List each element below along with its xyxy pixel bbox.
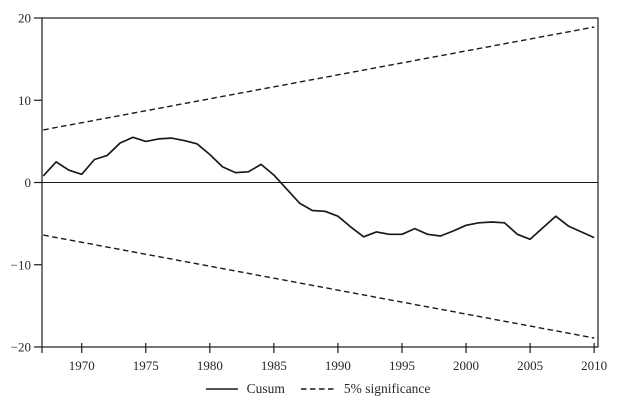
x-axis-tick-label: 1985 <box>261 358 287 373</box>
legend-label-cusum: Cusum <box>246 381 285 396</box>
legend-item-cusum: Cusum <box>205 381 285 397</box>
chart-legend: Cusum 5% significance <box>0 380 636 398</box>
x-axis-tick-label: 1995 <box>389 358 415 373</box>
solid-line-icon <box>205 388 238 390</box>
x-axis-tick-label: 2010 <box>581 358 607 373</box>
y-axis-tick-label: 20 <box>18 11 31 26</box>
y-axis-tick-label: 10 <box>18 93 31 108</box>
x-axis-tick-label: 1990 <box>325 358 351 373</box>
y-axis-tick-label: −10 <box>11 257 31 272</box>
legend-label-significance: 5% significance <box>343 381 431 396</box>
y-axis-tick-label: 0 <box>25 175 32 190</box>
x-axis-tick-label: 1975 <box>133 358 159 373</box>
x-axis-tick-label: 2005 <box>517 358 543 373</box>
significance-lower-line <box>43 234 595 339</box>
dashed-line-icon <box>300 388 335 390</box>
cusum-line <box>42 136 595 241</box>
x-axis-tick-label: 1980 <box>197 358 223 373</box>
significance-upper-line <box>43 26 595 131</box>
y-axis-tick-label: −20 <box>11 340 31 355</box>
x-axis-tick-label: 1970 <box>69 358 95 373</box>
legend-item-significance: 5% significance <box>300 381 431 397</box>
x-axis-tick-label: 2000 <box>453 358 479 373</box>
